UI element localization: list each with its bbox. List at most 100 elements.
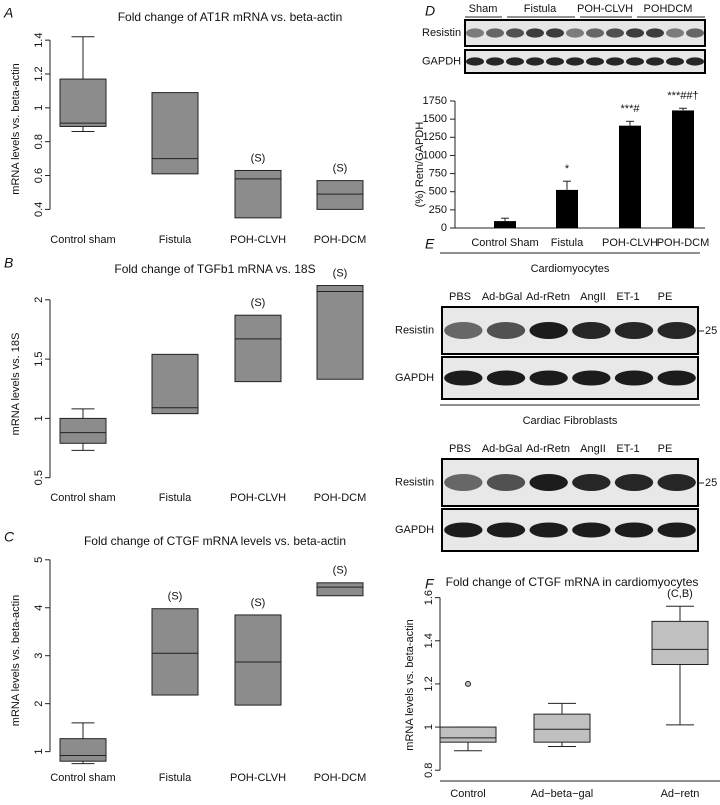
band: [614, 370, 654, 386]
band: [572, 474, 611, 491]
band: [529, 474, 568, 491]
band: [486, 522, 526, 538]
lane-label: PBS: [449, 443, 471, 455]
annotation: (S): [333, 565, 348, 577]
y-tick-label: 1.6: [423, 590, 435, 605]
annotation: (S): [251, 297, 266, 309]
y-tick-label: 1.5: [33, 351, 45, 366]
blot: [441, 458, 699, 507]
chart-title: Fold change of TGFb1 mRNA vs. 18S: [114, 262, 315, 276]
y-tick-label: 0.8: [423, 763, 435, 778]
band: [444, 474, 483, 491]
y-tick-label: 0: [441, 222, 447, 234]
panel-label: F: [425, 576, 435, 592]
band: [466, 57, 484, 66]
x-tick-label: Control Sham: [471, 237, 538, 249]
lane-label: Fistula: [524, 3, 557, 15]
x-tick-label: Control: [450, 788, 485, 800]
band: [614, 474, 654, 491]
band: [646, 28, 664, 38]
band: [466, 28, 484, 38]
box: [316, 285, 364, 380]
row-label: GAPDH: [395, 524, 434, 536]
outlier: [465, 680, 471, 687]
blot: [441, 508, 699, 552]
lane-label: ET-1: [616, 443, 639, 455]
x-tick-label: POH-CLVH: [230, 234, 286, 246]
bar: [672, 110, 694, 228]
y-tick-label: 750: [429, 167, 447, 179]
annotation: (S): [251, 597, 266, 609]
band: [546, 28, 564, 38]
annotation: ***#: [621, 103, 641, 115]
y-tick-label: 3: [33, 653, 45, 659]
y-tick-label: 1: [33, 105, 45, 111]
x-tick-label: POH-DCM: [314, 492, 367, 504]
box: [234, 314, 282, 383]
band: [572, 522, 611, 538]
band: [444, 370, 483, 386]
annotation: (S): [251, 152, 266, 164]
x-tick-label: POH-DCM: [657, 237, 710, 249]
bar: [494, 221, 516, 228]
panel-label: B: [4, 255, 13, 271]
annotation: ***##†: [667, 90, 698, 102]
bar: [556, 189, 578, 228]
band: [657, 322, 696, 339]
band: [657, 522, 696, 538]
box: [234, 614, 282, 706]
chart-title: Fold change of CTGF mRNA in cardiomyocyt…: [446, 575, 699, 589]
band: [444, 322, 483, 339]
band: [566, 57, 584, 66]
band: [572, 322, 611, 339]
band: [506, 28, 524, 38]
chart-title: Fold change of AT1R mRNA vs. beta-actin: [118, 10, 343, 24]
panel-label: A: [3, 5, 13, 21]
row-label: Resistin: [395, 476, 434, 488]
band: [546, 57, 564, 66]
x-tick-label: POH-CLVH: [230, 772, 286, 784]
lane-label: PBS: [449, 291, 471, 303]
lane-label: Ad-bGal: [482, 291, 522, 303]
annotation: *: [565, 163, 570, 175]
box: [151, 353, 199, 415]
y-tick-label: 1750: [423, 95, 447, 107]
band: [486, 474, 526, 491]
y-tick-label: 4: [33, 605, 45, 611]
x-tick-label: Ad−retn: [661, 788, 700, 800]
y-tick-label: 500: [429, 186, 447, 198]
panel-label: D: [425, 3, 435, 19]
band: [646, 57, 664, 66]
y-tick-label: 2: [33, 701, 45, 707]
y-tick-label: 250: [429, 204, 447, 216]
band: [626, 57, 644, 66]
box: [439, 726, 497, 743]
y-tick-label: 1250: [423, 131, 447, 143]
y-tick-label: 1: [423, 724, 435, 730]
band: [686, 57, 704, 66]
annotation: (S): [333, 163, 348, 175]
y-tick-label: 1: [33, 415, 45, 421]
y-axis-label: mRNA levels vs. beta-actin: [10, 63, 22, 194]
box: [316, 582, 364, 597]
y-tick-label: 1000: [423, 149, 447, 161]
x-tick-label: Control sham: [50, 492, 115, 504]
band: [526, 28, 544, 38]
lane-label: Ad-bGal: [482, 443, 522, 455]
x-tick-label: POH-CLVH: [230, 492, 286, 504]
band: [606, 28, 624, 38]
blot: [464, 49, 706, 74]
band: [506, 57, 524, 66]
marker-label: 25: [705, 477, 717, 489]
y-tick-label: 1500: [423, 113, 447, 125]
y-tick-label: 0.8: [33, 134, 45, 149]
band: [614, 522, 654, 538]
x-tick-label: Fistula: [159, 492, 192, 504]
x-tick-label: POH-DCM: [314, 772, 367, 784]
lane-label: POHDCM: [644, 3, 693, 15]
chart-title: Fold change of CTGF mRNA levels vs. beta…: [84, 534, 346, 548]
lane-label: Ad-rRetn: [526, 291, 570, 303]
band: [526, 57, 544, 66]
band: [657, 474, 696, 491]
